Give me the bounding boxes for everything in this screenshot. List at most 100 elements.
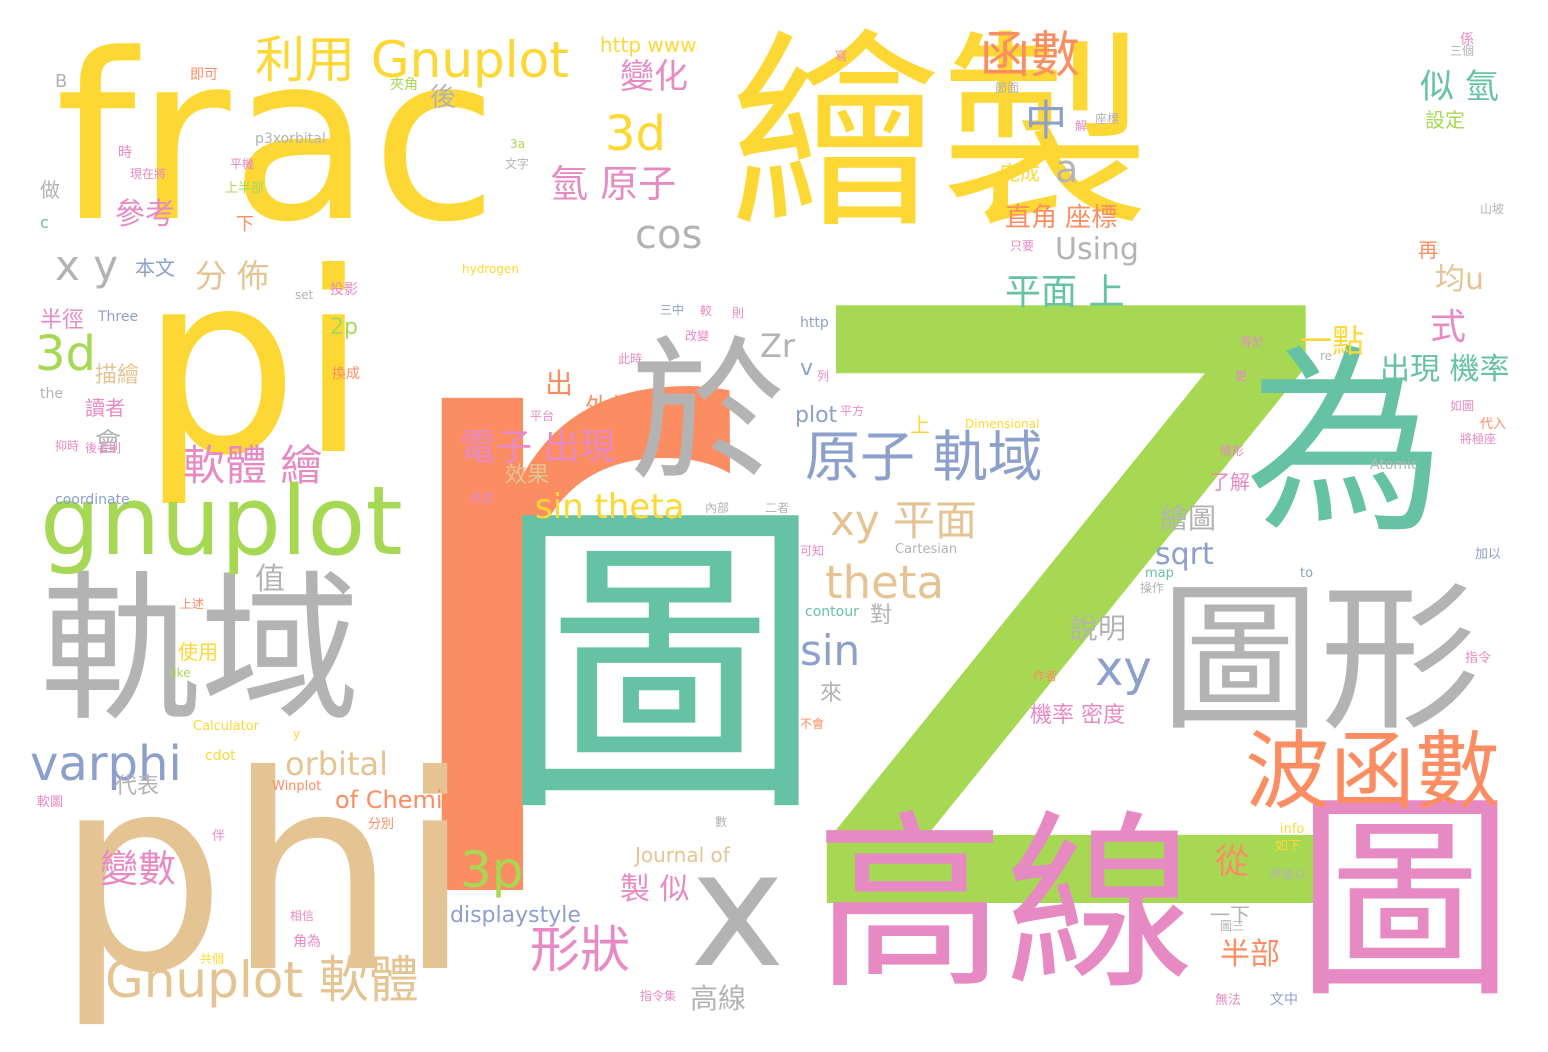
cloud-word: Cartesian [895,542,958,557]
cloud-word: 做 [40,178,60,202]
cloud-word: Using [1055,232,1139,267]
cloud-word: 來 [820,681,843,706]
cloud-word: 平面 上 [1005,272,1125,313]
cloud-word: 伴 [212,829,226,844]
cloud-word: 值 [255,562,285,597]
cloud-word: 分 佈 [195,257,270,295]
cloud-word: gnuplot [40,467,403,577]
cloud-word: 分別 [368,817,395,832]
cloud-word: 只要 [1010,239,1035,253]
cloud-word: 3p [460,841,524,899]
cloud-word: set [295,288,314,302]
cloud-word: 則 [732,306,745,320]
cloud-word: 三中 [660,303,685,317]
cloud-word: 機率 密度 [1030,703,1125,728]
cloud-word: varphi [30,736,182,792]
cloud-word: 中 [1025,96,1068,145]
cloud-word: 圖 [1295,772,1516,1028]
cloud-word: 一下 [1210,903,1250,927]
cloud-word: 軟體 繪 [183,441,323,490]
cloud-word: 抑時 [55,439,80,453]
cloud-word: 外部 [585,393,633,421]
cloud-word: 寫 [835,49,848,63]
cloud-word: 函數 [980,26,1080,84]
cloud-word: Three [98,309,139,325]
cloud-word: frac [55,6,498,273]
cloud-word: 後 [430,83,457,113]
cloud-word: 節面 [995,81,1020,95]
cloud-word: 了解 [1210,470,1250,494]
cloud-word: sqrt [1155,537,1214,572]
cloud-word: 後者則 [85,441,122,455]
cloud-word: 無法 [1215,993,1242,1008]
cloud-word: 角為 [293,934,321,950]
cloud-word: 利用 Gnuplot [255,31,569,89]
cloud-word: contour [805,604,859,620]
cloud-word: re [1320,349,1333,363]
cloud-word: 作者 [1033,669,1058,683]
cloud-word: to [1300,566,1314,581]
cloud-word: 解 [1075,119,1088,133]
cloud-word: info [1280,822,1305,837]
cloud-word: 三個 [1450,44,1475,58]
cloud-word: 情形 [1220,444,1245,458]
cloud-word: 加以 [1475,547,1502,562]
cloud-word: 代表 [115,774,160,799]
cloud-word: 圖 [495,473,825,857]
cloud-word: 會 [95,428,122,458]
cloud-word: 內部 [705,501,730,515]
cloud-word: 等於 [1240,335,1265,349]
cloud-word: 上半部 [225,181,265,196]
cloud-word: like [170,666,191,680]
cloud-word: http www [600,33,697,57]
cloud-word: 原子 軌域 [805,425,1043,489]
cloud-word: Chemical Education [1020,310,1160,326]
cloud-word: 對 [870,603,893,628]
cloud-word: orbital [285,745,388,783]
cloud-word: a [1055,147,1079,191]
cloud-word: coordinate [55,492,130,508]
cloud-word: 一點 [1300,322,1365,360]
cloud-word: Dimensional [965,417,1040,431]
cloud-word: 讀者 [85,396,125,420]
cloud-word: 平台 [530,409,555,423]
cloud-word: 列 [817,369,830,383]
cloud-word: cos [635,212,703,258]
cloud-word: 指令集 [640,989,677,1003]
cloud-word: 時 [118,145,132,161]
cloud-word: 如圖 [1450,399,1475,413]
cloud-word: 高線 [690,982,747,1015]
cloud-word: 繪製 [730,12,1151,257]
cloud-word: x y [55,241,119,290]
cloud-word: 電子 出現 [460,427,616,468]
cloud-word: 軌域 [40,556,361,743]
cloud-word: Zr [760,327,796,365]
cloud-word: 於 [630,322,785,503]
cloud-word: of Chemical [335,786,478,814]
cloud-word: 將極座 [1460,432,1497,446]
cloud-word: 共個 [200,952,225,966]
cloud-word: 氫 原子 [550,162,677,206]
cloud-word: 即可 [190,67,218,83]
cloud-word: xy 平面 [830,496,978,545]
cloud-word: 直角 座標 [1005,203,1118,233]
cloud-word: Gnuplot 軟體 [105,951,419,1009]
cloud-word: 從 [1215,842,1249,882]
cloud-word: 效果 [505,463,550,488]
cloud-word: 參考 [115,197,175,232]
cloud-word: 半部 [1220,937,1280,972]
cloud-word: 二者 [765,501,790,515]
cloud-word: r [360,56,731,1052]
cloud-word: 投影 [330,282,358,298]
cloud-word: theta [825,556,945,609]
cloud-word: hydrogen [462,262,519,276]
cloud-word: the [40,386,63,402]
cloud-word: 高線 [815,794,1196,1015]
cloud-word: 2p [330,315,358,340]
cloud-word: 3d [605,106,667,162]
cloud-word: sin [800,626,861,675]
cloud-word: xy [1095,641,1152,697]
cloud-word: sin theta [535,487,685,527]
cloud-word: Atomic [1370,457,1419,473]
